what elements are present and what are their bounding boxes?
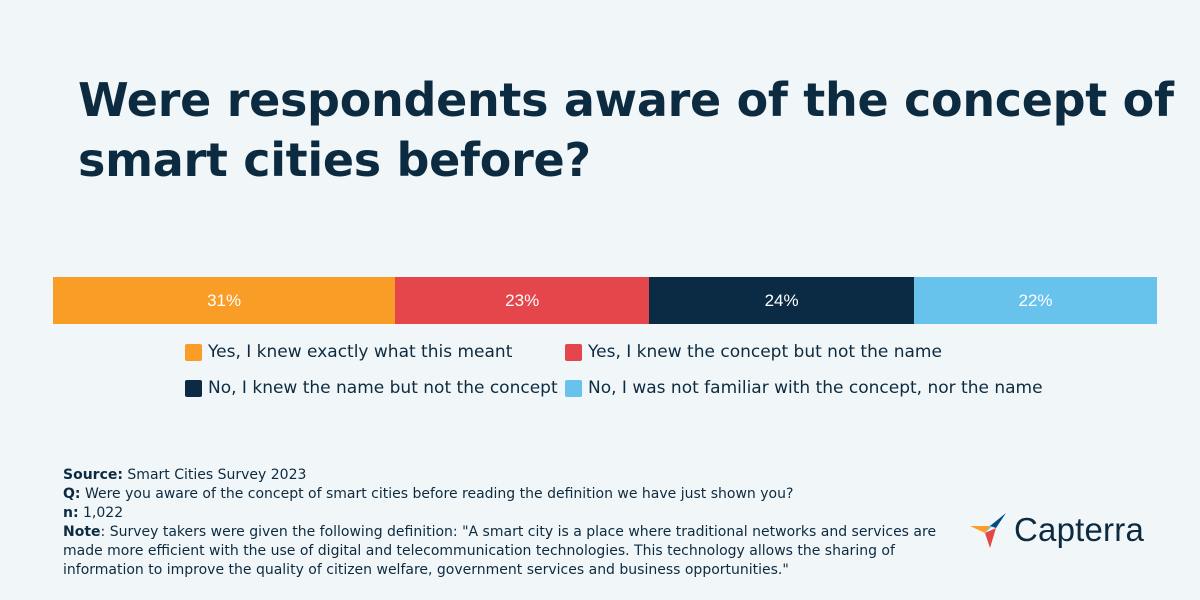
question-text: Were you aware of the concept of smart c… — [80, 486, 794, 502]
legend-swatch — [565, 343, 582, 361]
data-label: 22% — [1018, 290, 1053, 310]
legend-label: Yes, I knew exactly what this meant — [208, 342, 513, 362]
legend-label: No, I knew the name but not the concept — [208, 378, 558, 398]
bar-segment: 31% — [53, 277, 396, 324]
legend-item: No, I was not familiar with the concept,… — [565, 376, 1065, 400]
data-label: 23% — [505, 290, 540, 310]
legend-item: No, I knew the name but not the concept — [185, 376, 565, 400]
data-label: 31% — [207, 290, 242, 310]
legend-swatch — [565, 379, 582, 397]
question-line: Q: Were you aware of the concept of smar… — [63, 485, 943, 504]
capterra-logo: Capterra — [968, 510, 1144, 550]
question-label: Q: — [63, 486, 81, 502]
note-text: : Survey takers were given the following… — [63, 524, 937, 578]
chart-notes: Source: Smart Cities Survey 2023 Q: Were… — [63, 466, 943, 580]
sample-size-text: 1,022 — [78, 505, 124, 521]
data-label: 24% — [764, 290, 799, 310]
legend-item: Yes, I knew exactly what this meant — [185, 340, 565, 364]
bar-segment: 24% — [649, 277, 915, 324]
legend-item: Yes, I knew the concept but not the name — [565, 340, 1065, 364]
chart-title: Were respondents aware of the concept of… — [78, 73, 1174, 187]
sample-size-line: n: 1,022 — [63, 504, 943, 523]
bar-segment: 22% — [914, 277, 1157, 324]
source-text: Smart Cities Survey 2023 — [122, 467, 307, 483]
note-line: Note: Survey takers were given the follo… — [63, 523, 943, 580]
legend: Yes, I knew exactly what this meant Yes, … — [185, 340, 1085, 400]
legend-swatch — [185, 379, 202, 397]
bar-segment: 23% — [395, 277, 650, 324]
brand-name: Capterra — [1014, 511, 1144, 548]
legend-swatch — [185, 343, 202, 361]
stacked-bar: 31% 23% 24% 22% — [53, 277, 1157, 324]
legend-label: No, I was not familiar with the concept,… — [588, 378, 1043, 398]
legend-label: Yes, I knew the concept but not the name — [588, 342, 942, 362]
capterra-logo-icon — [970, 513, 1006, 548]
source-line: Source: Smart Cities Survey 2023 — [63, 466, 943, 485]
note-label: Note — [63, 524, 101, 540]
sample-size-label: n: — [63, 505, 79, 521]
source-label: Source: — [63, 467, 123, 483]
